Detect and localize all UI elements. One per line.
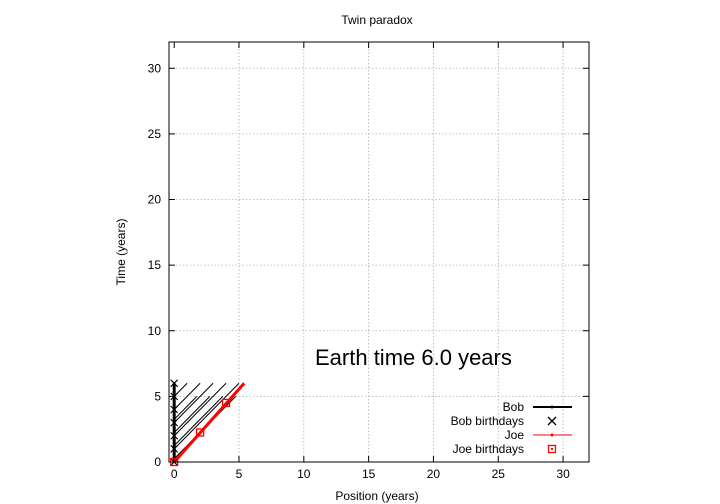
signal-line <box>173 396 198 420</box>
bob-birthday-marker <box>170 379 179 388</box>
bob-birthday-marker <box>170 392 179 401</box>
earth-time-annotation: Earth time 6.0 years <box>315 345 512 370</box>
legend-x-marker-icon <box>547 416 557 426</box>
plot-data <box>170 379 246 467</box>
legend-dot-bob <box>550 405 554 409</box>
grid <box>169 42 589 462</box>
bob-birthday-marker <box>170 418 179 427</box>
y-tick-label: 5 <box>154 389 161 403</box>
chart-title: Twin paradox <box>341 13 412 27</box>
bob-birthday-marker <box>170 405 179 414</box>
x-axis-label: Position (years) <box>335 489 418 503</box>
joe-worldline <box>173 382 246 463</box>
legend-square-dot <box>551 448 553 450</box>
x-tick-label: 5 <box>236 467 243 481</box>
x-tick-label: 30 <box>556 467 570 481</box>
signal-line <box>173 396 211 433</box>
x-tick-label: 10 <box>297 467 311 481</box>
y-tick-label: 10 <box>148 324 162 338</box>
legend-label-joe: Joe <box>505 428 525 442</box>
y-tick-label: 25 <box>148 127 162 141</box>
legend-square-marker-icon <box>547 444 557 454</box>
bob-birthday-marker <box>170 431 179 440</box>
joe-birthday-marker <box>195 428 205 437</box>
bob-birthday-marker <box>170 444 179 453</box>
y-tick-label: 20 <box>148 193 162 207</box>
legend-label-bob-birthdays: Bob birthdays <box>451 414 524 428</box>
signal-line <box>173 382 201 410</box>
y-tick-label: 0 <box>154 455 161 469</box>
x-tick-label: 20 <box>427 467 441 481</box>
legend-label-joe-birthdays: Joe birthdays <box>453 442 524 456</box>
legend-label-bob: Bob <box>503 400 525 414</box>
legend: Bob Bob birthdays Joe Joe birthdays <box>451 400 572 456</box>
x-tick-label: 15 <box>362 467 376 481</box>
plot-frame <box>168 41 590 463</box>
y-tick-label: 15 <box>148 258 162 272</box>
y-axis-label: Time (years) <box>114 219 128 286</box>
joe-birthday-marker <box>221 398 231 408</box>
legend-dot-joe <box>550 433 554 437</box>
signal-line <box>173 396 224 446</box>
y-tick-label: 30 <box>148 61 162 75</box>
x-tick-label: 25 <box>492 467 506 481</box>
signal-line <box>173 382 214 423</box>
signal-line <box>173 382 227 437</box>
x-tick-label: 0 <box>171 467 178 481</box>
signal-line <box>173 382 240 450</box>
